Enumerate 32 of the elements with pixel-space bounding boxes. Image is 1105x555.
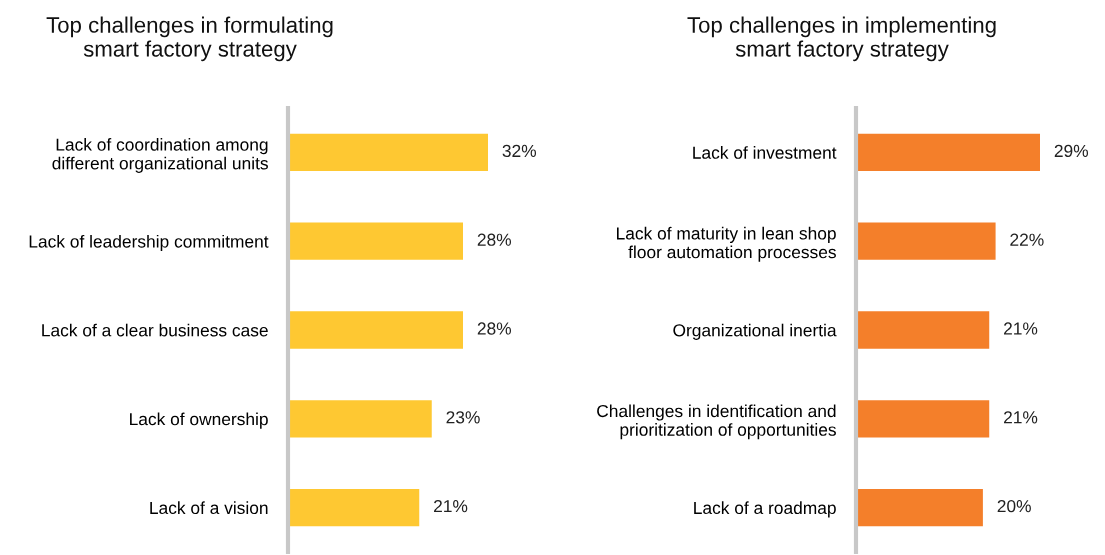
bar bbox=[288, 222, 463, 260]
chart-title: Top challenges in formulating smart factory strategy bbox=[46, 16, 333, 62]
data-label: 21% bbox=[1004, 322, 1038, 335]
y-tick-label: Challenges in identification and prioritization of opportunities bbox=[597, 404, 836, 440]
y-tick-label: Lack of a roadmap bbox=[694, 501, 836, 518]
y-tick-label: Organizational inertia bbox=[673, 323, 837, 340]
data-label: 21% bbox=[1004, 411, 1038, 424]
data-label: 32% bbox=[502, 144, 537, 158]
y-tick-label: Lack of a vision bbox=[150, 501, 268, 515]
y-tick-label: Lack of ownership bbox=[130, 412, 268, 429]
chart-title: Top challenges in implementing smart factory strategy bbox=[687, 16, 996, 62]
data-label: 29% bbox=[1054, 144, 1089, 158]
y-tick-label: Lack of a clear business case bbox=[42, 323, 268, 337]
y-tick-label: Lack of maturity in lean shop floor automation processes bbox=[617, 226, 836, 262]
y-tick-label: Lack of leadership commitment bbox=[29, 234, 269, 252]
bar bbox=[856, 133, 1040, 172]
bar bbox=[288, 133, 488, 172]
bar bbox=[288, 488, 420, 527]
data-label: 23% bbox=[446, 411, 480, 424]
bar bbox=[288, 400, 432, 438]
data-label: 21% bbox=[434, 499, 468, 513]
bar bbox=[288, 311, 463, 349]
data-label: 28% bbox=[477, 322, 512, 335]
data-label: 20% bbox=[997, 499, 1031, 513]
bar bbox=[856, 400, 990, 438]
data-label: 22% bbox=[1010, 233, 1044, 246]
bar bbox=[856, 488, 983, 527]
y-tick-label: Lack of coordination among different organizational units bbox=[52, 138, 268, 173]
bar bbox=[856, 311, 990, 349]
bar bbox=[856, 222, 996, 260]
y-tick-label: Lack of investment bbox=[693, 146, 837, 159]
data-label: 28% bbox=[477, 233, 512, 246]
